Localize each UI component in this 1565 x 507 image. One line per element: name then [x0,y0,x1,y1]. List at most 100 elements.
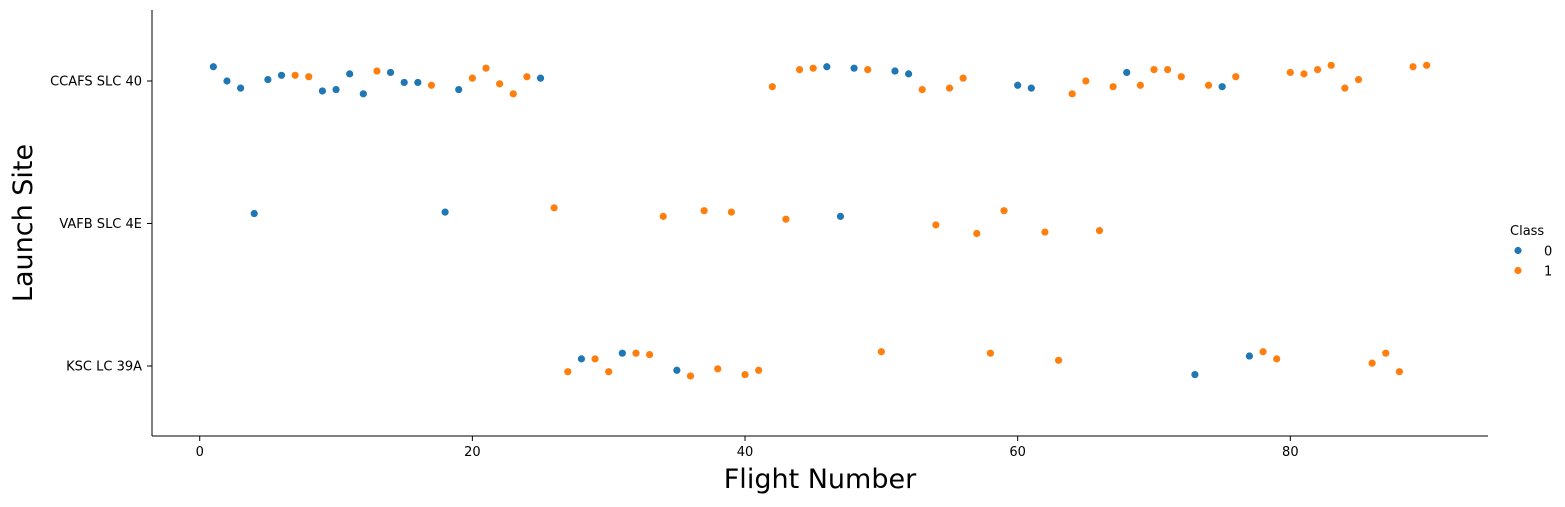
data-point [237,85,244,92]
data-point [673,367,680,374]
data-point [1110,83,1117,90]
data-point [741,371,748,378]
data-point [264,76,271,83]
data-point [564,368,571,375]
data-point [1069,90,1076,97]
data-point [1259,348,1266,355]
legend-label: 1 [1544,265,1552,280]
data-point [605,368,612,375]
data-point [1382,350,1389,357]
data-point [1246,352,1253,359]
data-point [714,365,721,372]
data-point [960,75,967,82]
data-point [482,65,489,72]
data-point [278,72,285,79]
legend-title: Class [1510,224,1544,239]
y-tick-label: CCAFS SLC 40 [50,75,142,90]
x-tick-label: 20 [464,445,481,460]
data-point [891,67,898,74]
data-point [1191,371,1198,378]
data-point [1178,73,1185,80]
data-point [810,65,817,72]
data-point [1096,227,1103,234]
data-point [1028,85,1035,92]
data-point [1041,228,1048,235]
legend-label: 0 [1544,245,1552,260]
data-point [946,85,953,92]
data-point [1396,368,1403,375]
data-point [837,213,844,220]
data-point [1164,66,1171,73]
data-point [1205,82,1212,89]
data-point [660,213,667,220]
data-point [1123,69,1130,76]
x-tick-label: 60 [1009,445,1026,460]
data-point [319,87,326,94]
data-point [1082,77,1089,84]
data-point [1055,357,1062,364]
data-point [496,80,503,87]
data-point [1369,360,1376,367]
data-point [510,90,517,97]
data-point [523,73,530,80]
data-point [932,221,939,228]
data-point [1300,70,1307,77]
data-point [1341,85,1348,92]
data-point [455,86,462,93]
data-point [1014,82,1021,89]
data-point [414,79,421,86]
data-point [782,216,789,223]
data-point [632,350,639,357]
data-point [619,350,626,357]
y-axis-label: Launch Site [8,144,39,302]
data-point [591,355,598,362]
data-point [878,348,885,355]
data-point [973,230,980,237]
data-point [728,209,735,216]
data-point [401,79,408,86]
data-point [701,207,708,214]
data-point [373,67,380,74]
data-point [442,209,449,216]
data-point [305,73,312,80]
data-point [360,90,367,97]
x-tick-label: 40 [737,445,754,460]
data-point [1314,66,1321,73]
data-point [905,70,912,77]
data-point [1232,73,1239,80]
legend-marker [1514,267,1521,274]
data-point [387,69,394,76]
data-point [796,66,803,73]
ticks-layer: 0 20 40 60 80 CCAFS SLC 40 VAFB SLC 4E KSC LC 3… [50,75,1299,461]
data-point [251,210,258,217]
x-tick-label: 0 [196,445,204,460]
data-point [1150,66,1157,73]
data-point [428,82,435,89]
points-layer [210,62,1431,380]
x-tick-label: 80 [1282,445,1299,460]
data-point [864,66,871,73]
data-point [1273,355,1280,362]
legend-marker [1514,247,1521,254]
data-point [551,204,558,211]
data-point [1423,62,1430,69]
data-point [823,63,830,70]
data-point [1137,82,1144,89]
data-point [1287,69,1294,76]
data-point [755,367,762,374]
data-point [537,75,544,82]
data-point [223,77,230,84]
data-point [769,83,776,90]
data-point [1219,83,1226,90]
data-point [687,372,694,379]
data-point [919,86,926,93]
data-point [332,86,339,93]
data-point [1328,62,1335,69]
y-tick-label: VAFB SLC 4E [59,217,142,232]
data-point [346,70,353,77]
data-point [210,63,217,70]
data-point [850,65,857,72]
y-tick-label: KSC LC 39A [66,360,142,375]
x-axis-label: Flight Number [724,464,917,495]
